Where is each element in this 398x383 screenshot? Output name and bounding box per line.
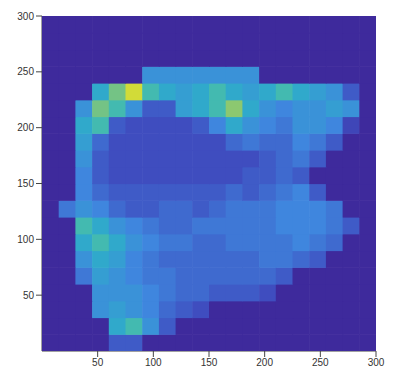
svg-text:300: 300 [17,11,34,22]
svg-text:50: 50 [92,357,104,368]
svg-text:200: 200 [17,122,34,133]
svg-text:100: 100 [145,357,162,368]
svg-text:100: 100 [17,234,34,245]
svg-text:300: 300 [368,357,385,368]
svg-text:200: 200 [256,357,273,368]
svg-text:150: 150 [201,357,218,368]
svg-text:50: 50 [23,290,35,301]
svg-text:150: 150 [17,178,34,189]
svg-text:250: 250 [17,66,34,77]
svg-text:250: 250 [312,357,329,368]
